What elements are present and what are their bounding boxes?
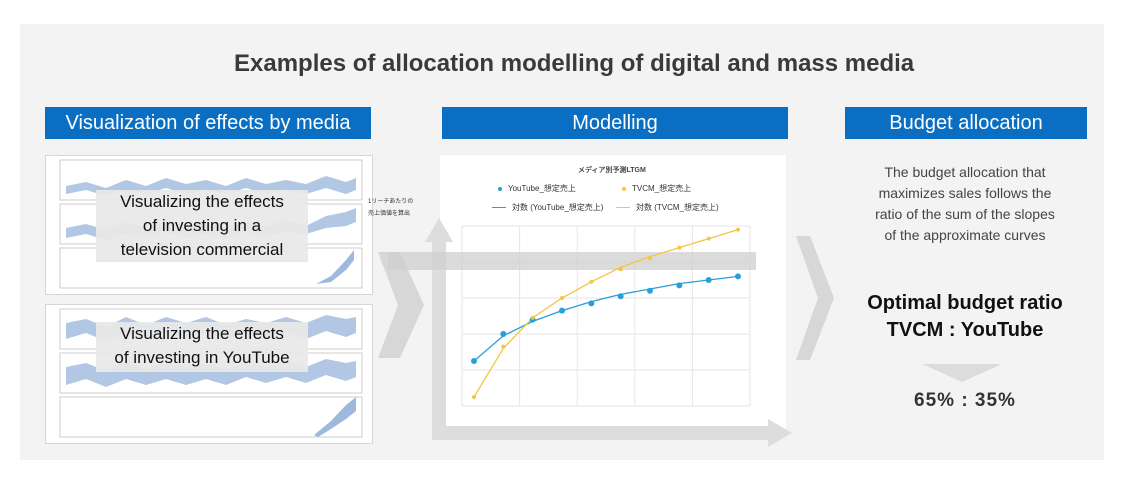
arrow-right-icon-2 [796, 236, 834, 360]
optimal-line-2: TVCM : YouTube [886, 319, 1044, 341]
budget-header: Budget allocation [845, 107, 1087, 139]
legend-tvcm-fit: 対数 (TVCM_想定売上) [616, 202, 719, 213]
budget-description: The budget allocation that maximizes sal… [845, 162, 1085, 246]
y-axis-arrowhead [425, 218, 453, 242]
youtube-effects-label: Visualizing the effects of investing in … [96, 322, 308, 372]
yt-plot-frame-3 [59, 396, 363, 438]
tvcm-point [560, 296, 564, 300]
legend-tvcm-fit-marker [616, 207, 630, 208]
jp-note: 1リーチあたりの 売上価値を算出 [368, 196, 444, 220]
legend-tvcm: TVCM_想定売上 [622, 183, 691, 194]
tv-label-line-3: television commercial [120, 240, 284, 259]
chart-title: メディア別予測LTGM [578, 167, 646, 174]
desc-line-4: of the approximate curves [884, 227, 1046, 243]
y-axis-shaft [432, 240, 446, 438]
tvcm-point [648, 256, 652, 261]
tvcm-point [677, 245, 682, 250]
legend-youtube: YouTube_想定売上 [498, 183, 576, 194]
yt-label-line-2: of investing in YouTube [114, 348, 290, 367]
desc-line-3: ratio of the sum of the slopes [875, 206, 1055, 222]
jp-note-line-2: 売上価値を算出 [368, 211, 411, 217]
youtube-point [705, 277, 712, 283]
youtube-point [735, 273, 741, 280]
desc-line-2: maximizes sales follows the [878, 185, 1052, 201]
tvcm-point [530, 315, 535, 320]
yt-band-3 [314, 397, 356, 437]
legend-tvcm-marker [622, 186, 626, 191]
tvcm-point [501, 344, 506, 349]
youtube-point [676, 282, 683, 289]
legend-tvcm-label: TVCM_想定売上 [632, 184, 692, 193]
youtube-point [588, 300, 595, 307]
visualization-header: Visualization of effects by media [45, 107, 371, 139]
jp-note-line-1: 1リーチあたりの [368, 199, 414, 205]
youtube-point [617, 293, 624, 300]
youtube-point [500, 331, 507, 337]
tvcm-point [618, 267, 623, 272]
yt-label-line-1: Visualizing the effects [120, 324, 284, 343]
arrow-right-shape-2 [796, 236, 834, 360]
youtube-point [559, 307, 565, 314]
youtube-fit-line [473, 275, 739, 362]
legend-youtube-fit: 対数 (YouTube_想定売上) [492, 202, 603, 213]
legend-tvcm-fit-label: 対数 (TVCM_想定売上) [636, 203, 719, 212]
optimal-ratio-heading: Optimal budget ratio TVCM : YouTube [845, 290, 1085, 344]
legend-youtube-label: YouTube_想定売上 [508, 184, 576, 193]
arrow-right-shape-1 [378, 252, 424, 358]
down-arrow-icon [922, 364, 1002, 382]
youtube-point [471, 358, 477, 364]
legend-youtube-fit-marker [492, 207, 506, 208]
tvcm-point [589, 279, 594, 284]
page-title: Examples of allocation modelling of digi… [234, 50, 915, 77]
tvcm-point [706, 236, 711, 241]
tvcm-fit-line [473, 228, 739, 398]
modelling-header: Modelling [442, 107, 788, 139]
legend-youtube-fit-label: 対数 (YouTube_想定売上) [512, 203, 604, 212]
chart-series [471, 227, 741, 399]
budget-ratio-value: 65% : 35% [914, 390, 1016, 411]
highlight-bar [388, 252, 756, 270]
x-axis-arrowhead [768, 419, 792, 447]
tvcm-point [736, 227, 740, 232]
x-axis-shaft [432, 426, 772, 440]
optimal-line-1: Optimal budget ratio [867, 292, 1063, 314]
youtube-point [647, 287, 653, 294]
tv-label-line-1: Visualizing the effects [120, 192, 284, 211]
tv-effects-label: Visualizing the effects of investing in … [96, 190, 308, 262]
desc-line-1: The budget allocation that [884, 164, 1046, 180]
arrow-right-icon [378, 252, 424, 358]
tv-label-line-2: of investing in a [142, 216, 262, 235]
tv-band-3 [316, 250, 354, 284]
down-arrow-shape [922, 364, 1002, 382]
legend-youtube-marker [498, 186, 502, 191]
tvcm-point [472, 395, 476, 399]
